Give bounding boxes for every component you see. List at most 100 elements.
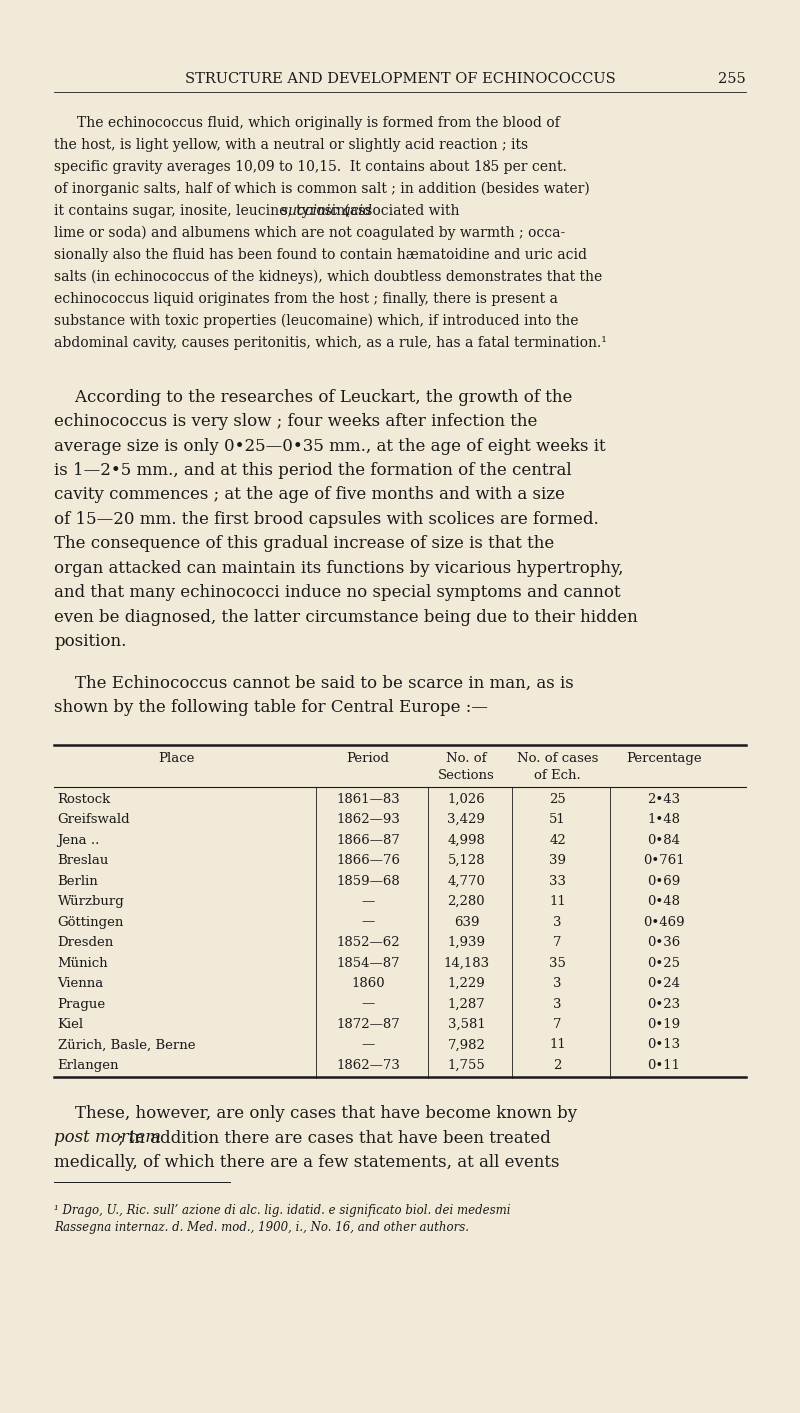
Text: 14,183: 14,183 — [443, 957, 490, 969]
Text: 25: 25 — [550, 793, 566, 805]
Text: —: — — [362, 916, 374, 928]
Text: Rostock: Rostock — [58, 793, 111, 805]
Text: of Ech.: of Ech. — [534, 769, 581, 781]
Text: No. of cases: No. of cases — [517, 752, 598, 764]
Text: 1862—93: 1862—93 — [336, 812, 400, 827]
Text: 39: 39 — [549, 853, 566, 868]
Text: Göttingen: Göttingen — [58, 916, 124, 928]
Text: No. of: No. of — [446, 752, 486, 764]
Text: Berlin: Berlin — [58, 875, 98, 887]
Text: —: — — [362, 894, 374, 909]
Text: ¹ Drago, U., Ric. sull’ azione di alc. lig. idatid. e significato biol. dei mede: ¹ Drago, U., Ric. sull’ azione di alc. l… — [54, 1204, 511, 1217]
Text: Place: Place — [158, 752, 194, 764]
Text: medically, of which there are a few statements, at all events: medically, of which there are a few stat… — [54, 1154, 560, 1171]
Text: Vienna: Vienna — [58, 976, 104, 991]
Text: 33: 33 — [549, 875, 566, 887]
Text: 2: 2 — [554, 1058, 562, 1072]
Text: 7: 7 — [554, 935, 562, 950]
Text: 1•48: 1•48 — [647, 812, 681, 827]
Text: The echinococcus fluid, which originally is formed from the blood of: The echinococcus fluid, which originally… — [77, 116, 559, 130]
Text: Breslau: Breslau — [58, 853, 109, 868]
Text: and that many echinococci induce no special symptoms and cannot: and that many echinococci induce no spec… — [54, 584, 621, 601]
Text: sionally also the fluid has been found to contain hæmatoidine and uric acid: sionally also the fluid has been found t… — [54, 247, 587, 261]
Text: 0•761: 0•761 — [643, 853, 685, 868]
Text: 51: 51 — [550, 812, 566, 827]
Text: 1,287: 1,287 — [447, 998, 486, 1010]
Text: 2•43: 2•43 — [647, 793, 681, 805]
Text: 0•36: 0•36 — [647, 935, 681, 950]
Text: 0•25: 0•25 — [647, 957, 681, 969]
Text: 1866—76: 1866—76 — [336, 853, 400, 868]
Text: 0•19: 0•19 — [647, 1017, 681, 1031]
Text: organ attacked can maintain its functions by vicarious hypertrophy,: organ attacked can maintain its function… — [54, 560, 624, 577]
Text: substance with toxic properties (leucomaine) which, if introduced into the: substance with toxic properties (leucoma… — [54, 314, 579, 328]
Text: The consequence of this gradual increase of size is that the: The consequence of this gradual increase… — [54, 536, 554, 552]
Text: specific gravity averages 10,09 to 10,15.  It contains about 1Ȣ5 per cent.: specific gravity averages 10,09 to 10,15… — [54, 160, 567, 174]
Text: Prague: Prague — [58, 998, 106, 1010]
Text: it contains sugar, inosite, leucine, tyrosin,: it contains sugar, inosite, leucine, tyr… — [54, 203, 354, 218]
Text: Percentage: Percentage — [626, 752, 702, 764]
Text: Münich: Münich — [58, 957, 108, 969]
Text: Kiel: Kiel — [58, 1017, 84, 1031]
Text: the host, is light yellow, with a neutral or slightly acid reaction ; its: the host, is light yellow, with a neutra… — [54, 138, 529, 151]
Text: 1859—68: 1859—68 — [336, 875, 400, 887]
Text: 1861—83: 1861—83 — [336, 793, 400, 805]
Text: 3: 3 — [554, 916, 562, 928]
Text: According to the researches of Leuckart, the growth of the: According to the researches of Leuckart,… — [54, 389, 573, 406]
Text: The Echinococcus cannot be said to be scarce in man, as is: The Echinococcus cannot be said to be sc… — [54, 674, 574, 691]
Text: Rassegna internaz. d. Med. mod., 1900, i., No. 16, and other authors.: Rassegna internaz. d. Med. mod., 1900, i… — [54, 1221, 470, 1234]
Text: 0•84: 0•84 — [647, 834, 681, 846]
Text: salts (in echinococcus of the kidneys), which doubtless demonstrates that the: salts (in echinococcus of the kidneys), … — [54, 270, 602, 284]
Text: 2,280: 2,280 — [447, 894, 486, 909]
Text: Würzburg: Würzburg — [58, 894, 124, 909]
Text: 1862—73: 1862—73 — [336, 1058, 400, 1072]
Text: position.: position. — [54, 633, 126, 650]
Text: abdominal cavity, causes peritonitis, which, as a rule, has a fatal termination.: abdominal cavity, causes peritonitis, wh… — [54, 335, 607, 349]
Text: 7: 7 — [554, 1017, 562, 1031]
Text: 0•13: 0•13 — [647, 1039, 681, 1051]
Text: 0•469: 0•469 — [643, 916, 685, 928]
Text: cavity commences ; at the age of five months and with a size: cavity commences ; at the age of five mo… — [54, 486, 566, 503]
Text: echinococcus is very slow ; four weeks after infection the: echinococcus is very slow ; four weeks a… — [54, 413, 538, 430]
Text: 1,229: 1,229 — [447, 976, 486, 991]
Text: (associated with: (associated with — [339, 203, 459, 218]
Text: —: — — [362, 1039, 374, 1051]
Text: 11: 11 — [550, 894, 566, 909]
Text: of 15—20 mm. the first brood capsules with scolices are formed.: of 15—20 mm. the first brood capsules wi… — [54, 512, 599, 528]
Text: 0•69: 0•69 — [647, 875, 681, 887]
Text: Erlangen: Erlangen — [58, 1058, 119, 1072]
Text: 1872—87: 1872—87 — [336, 1017, 400, 1031]
Text: 3: 3 — [554, 998, 562, 1010]
Text: 42: 42 — [550, 834, 566, 846]
Text: 639: 639 — [454, 916, 479, 928]
Text: 1852—62: 1852—62 — [336, 935, 400, 950]
Text: even be diagnosed, the latter circumstance being due to their hidden: even be diagnosed, the latter circumstan… — [54, 609, 638, 626]
Text: lime or soda) and albumens which are not coagulated by warmth ; occa-: lime or soda) and albumens which are not… — [54, 226, 566, 240]
Text: average size is only 0•25—0•35 mm., at the age of eight weeks it: average size is only 0•25—0•35 mm., at t… — [54, 438, 606, 455]
Text: 1,755: 1,755 — [447, 1058, 486, 1072]
Text: of inorganic salts, half of which is common salt ; in addition (besides water): of inorganic salts, half of which is com… — [54, 182, 590, 196]
Text: 0•23: 0•23 — [647, 998, 681, 1010]
Text: 35: 35 — [549, 957, 566, 969]
Text: These, however, are only cases that have become known by: These, however, are only cases that have… — [54, 1105, 578, 1122]
Text: is 1—2•5 mm., and at this period the formation of the central: is 1—2•5 mm., and at this period the for… — [54, 462, 572, 479]
Text: 5,128: 5,128 — [447, 853, 486, 868]
Text: 1866—87: 1866—87 — [336, 834, 400, 846]
Text: 1,026: 1,026 — [447, 793, 486, 805]
Text: ; in addition there are cases that have been treated: ; in addition there are cases that have … — [113, 1129, 550, 1146]
Text: 1,939: 1,939 — [447, 935, 486, 950]
Text: succinic acid: succinic acid — [281, 203, 371, 218]
Text: post mortem: post mortem — [54, 1129, 162, 1146]
Text: 1860: 1860 — [351, 976, 385, 991]
Text: 4,770: 4,770 — [447, 875, 486, 887]
Text: 11: 11 — [550, 1039, 566, 1051]
Text: 0•48: 0•48 — [647, 894, 681, 909]
Text: Sections: Sections — [438, 769, 494, 781]
Text: Greifswald: Greifswald — [58, 812, 130, 827]
Text: Dresden: Dresden — [58, 935, 114, 950]
Text: echinococcus liquid originates from the host ; finally, there is present a: echinococcus liquid originates from the … — [54, 291, 558, 305]
Text: Jena ..: Jena .. — [58, 834, 100, 846]
Text: —: — — [362, 998, 374, 1010]
Text: STRUCTURE AND DEVELOPMENT OF ECHINOCOCCUS: STRUCTURE AND DEVELOPMENT OF ECHINOCOCCU… — [185, 72, 615, 86]
Text: 3,429: 3,429 — [447, 812, 486, 827]
